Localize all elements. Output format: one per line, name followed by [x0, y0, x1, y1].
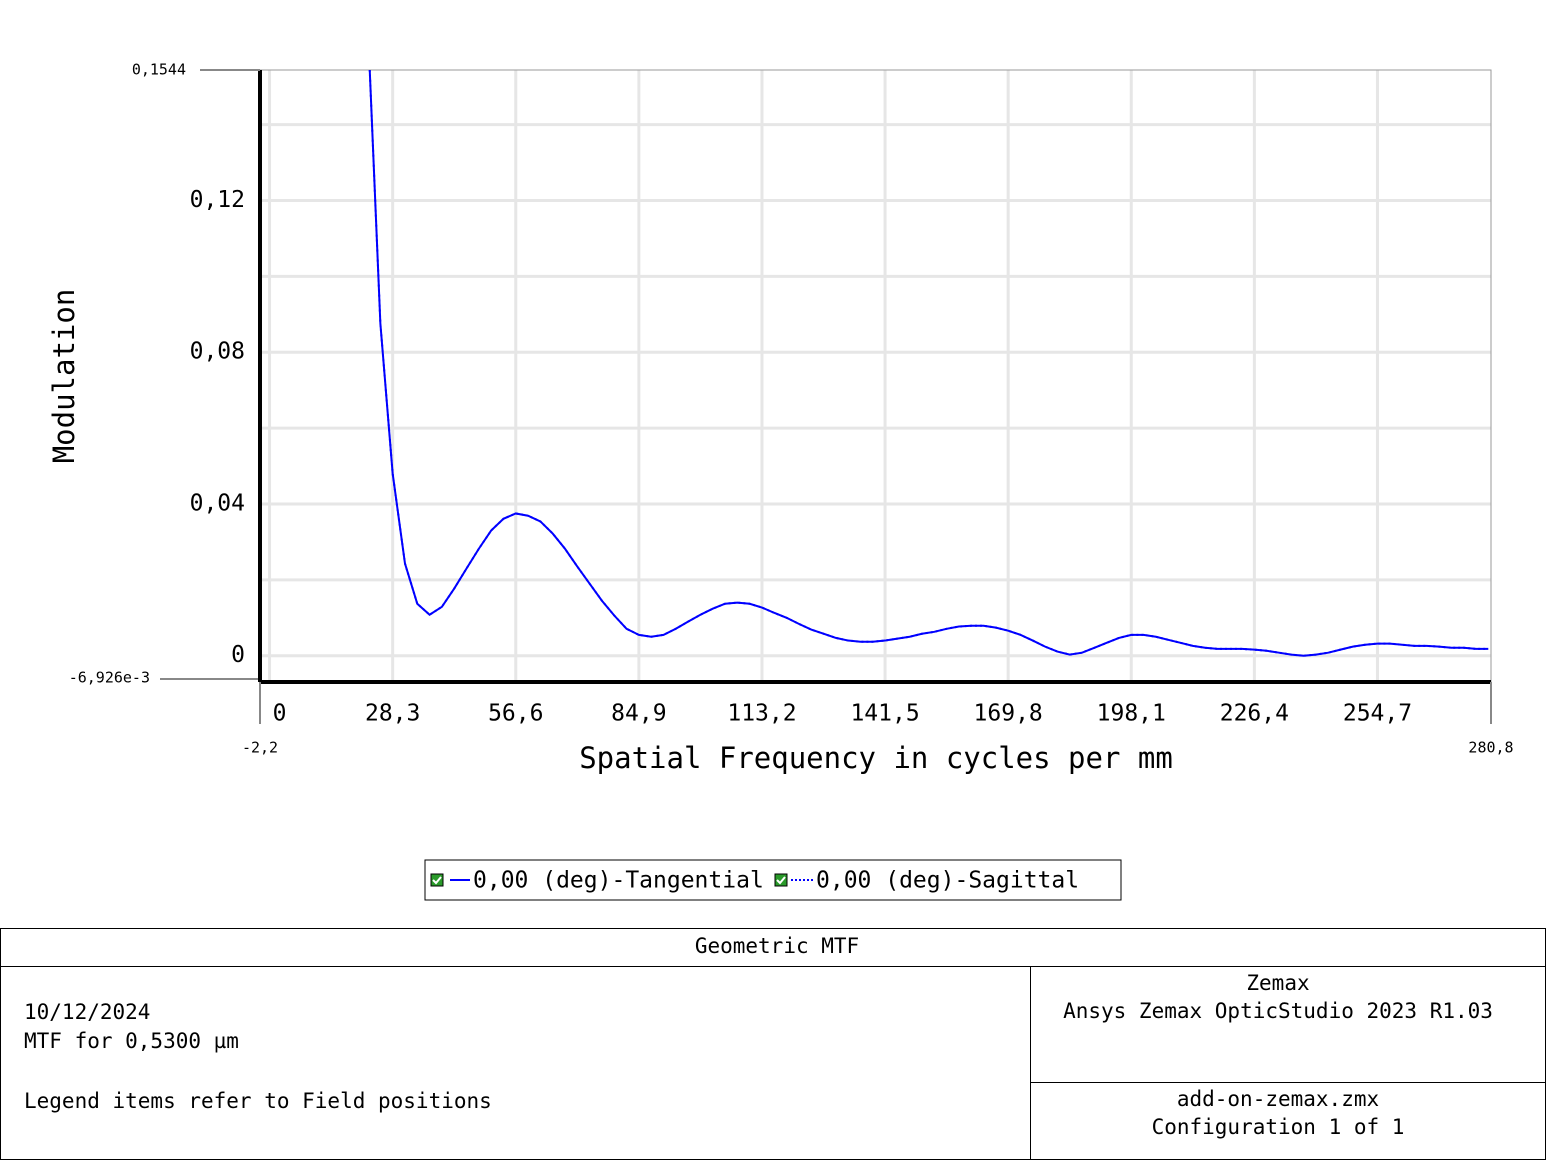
series-line: [368, 70, 1489, 657]
footer-note: Legend items refer to Field positions: [24, 1089, 492, 1113]
y-limit-label: -6,926e-3: [69, 669, 150, 687]
y-tick-label: 0,08: [190, 339, 245, 365]
footer-title: Geometric MTF: [695, 934, 859, 958]
y-tick-label: 0: [231, 642, 245, 668]
x-axis-title: Spatial Frequency in cycles per mm: [579, 741, 1173, 775]
footer-company: Zemax: [1246, 971, 1309, 995]
x-limit-label: -2,2: [242, 739, 278, 757]
x-limit-label: 280,8: [1468, 739, 1513, 757]
x-tick-label: 56,6: [488, 701, 543, 727]
x-tick-label: 141,5: [850, 701, 919, 727]
footer-wavelength: MTF for 0,5300 µm: [24, 1029, 239, 1053]
plot-frame: [259, 69, 1492, 683]
legend-checkbox: [774, 873, 788, 887]
footer-date: 10/12/2024: [24, 1000, 150, 1024]
x-tick-label: 113,2: [727, 701, 796, 727]
x-tick-label: 226,4: [1220, 701, 1289, 727]
x-tick-label: 28,3: [365, 701, 420, 727]
legend-label: 0,00 (deg)-Tangential: [473, 868, 764, 894]
legend-box: [424, 859, 1122, 901]
footer: Geometric MTF 10/12/2024 MTF for 0,5300 …: [0, 928, 1546, 1160]
y-axis-title: Modulation: [47, 289, 81, 464]
x-tick-label: 254,7: [1343, 701, 1412, 727]
legend-checkbox: [430, 873, 444, 887]
footer-software: Ansys Zemax OpticStudio 2023 R1.03: [1063, 999, 1493, 1023]
x-tick-label: 198,1: [1097, 701, 1166, 727]
y-tick-label: 0,04: [190, 490, 245, 516]
legend: 0,00 (deg)-Tangential 0,00 (deg)-Sagitta…: [424, 859, 1122, 901]
footer-configuration: Configuration 1 of 1: [1152, 1115, 1405, 1139]
x-tick-label: 84,9: [611, 701, 666, 727]
legend-check: [432, 876, 442, 885]
y-tick-label: 0,12: [190, 187, 245, 213]
legend-label: 0,00 (deg)-Sagittal: [816, 868, 1079, 894]
legend-check: [776, 876, 786, 885]
x-tick-label: 169,8: [974, 701, 1043, 727]
x-tick-label: 0: [273, 701, 287, 727]
y-limit-label: 0,1544: [132, 61, 186, 79]
footer-file: add-on-zemax.zmx: [1177, 1087, 1379, 1111]
